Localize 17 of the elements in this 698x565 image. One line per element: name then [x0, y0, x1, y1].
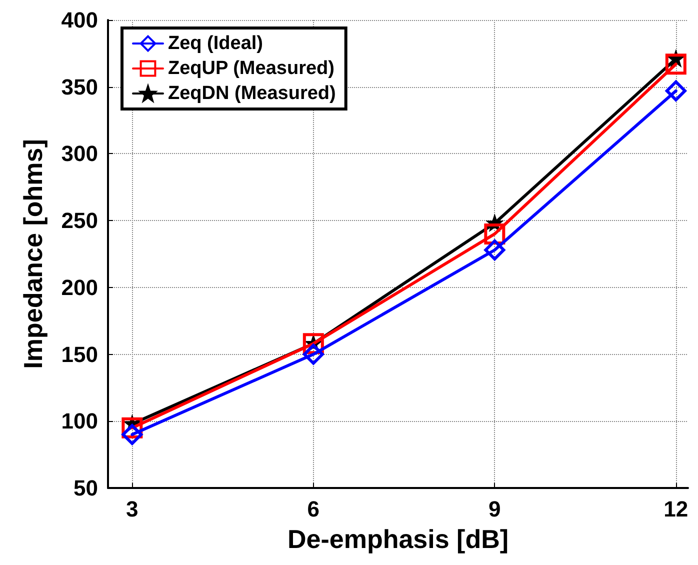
legend-label: ZeqUP (Measured): [168, 58, 334, 79]
y-tick-label: 400: [61, 8, 98, 32]
y-tick-label: 100: [61, 408, 98, 434]
y-tick-label: 250: [61, 208, 98, 234]
y-tick-label: 150: [61, 342, 98, 367]
x-tick-label: 6: [307, 496, 320, 522]
x-tick-label: 3: [126, 496, 138, 522]
y-tick-label: 200: [61, 274, 98, 300]
y-tick-label: 350: [61, 74, 98, 100]
y-tick-label: 300: [61, 141, 98, 166]
x-tick-label: 9: [488, 496, 501, 522]
y-tick-label: 50: [74, 476, 98, 500]
x-tick-label: 12: [664, 496, 688, 522]
x-axis-title: De-emphasis [dB]: [287, 524, 509, 554]
legend-label: Zeq (Ideal): [168, 33, 264, 54]
y-axis-title: Impedance [ohms]: [18, 139, 48, 369]
legend-label: ZeqDN (Measured): [168, 83, 336, 104]
